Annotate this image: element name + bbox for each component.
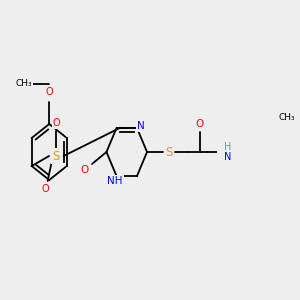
Text: O: O — [81, 165, 89, 175]
Text: CH₃: CH₃ — [16, 80, 32, 88]
Text: H: H — [224, 142, 231, 152]
Text: N: N — [136, 121, 144, 131]
Text: O: O — [196, 119, 204, 129]
Text: NH: NH — [107, 176, 123, 186]
Text: N: N — [224, 152, 231, 162]
Text: O: O — [52, 118, 60, 128]
Text: O: O — [42, 184, 49, 194]
Text: S: S — [165, 146, 172, 158]
Text: S: S — [52, 149, 60, 163]
Text: O: O — [45, 87, 53, 97]
Text: CH₃: CH₃ — [278, 113, 295, 122]
